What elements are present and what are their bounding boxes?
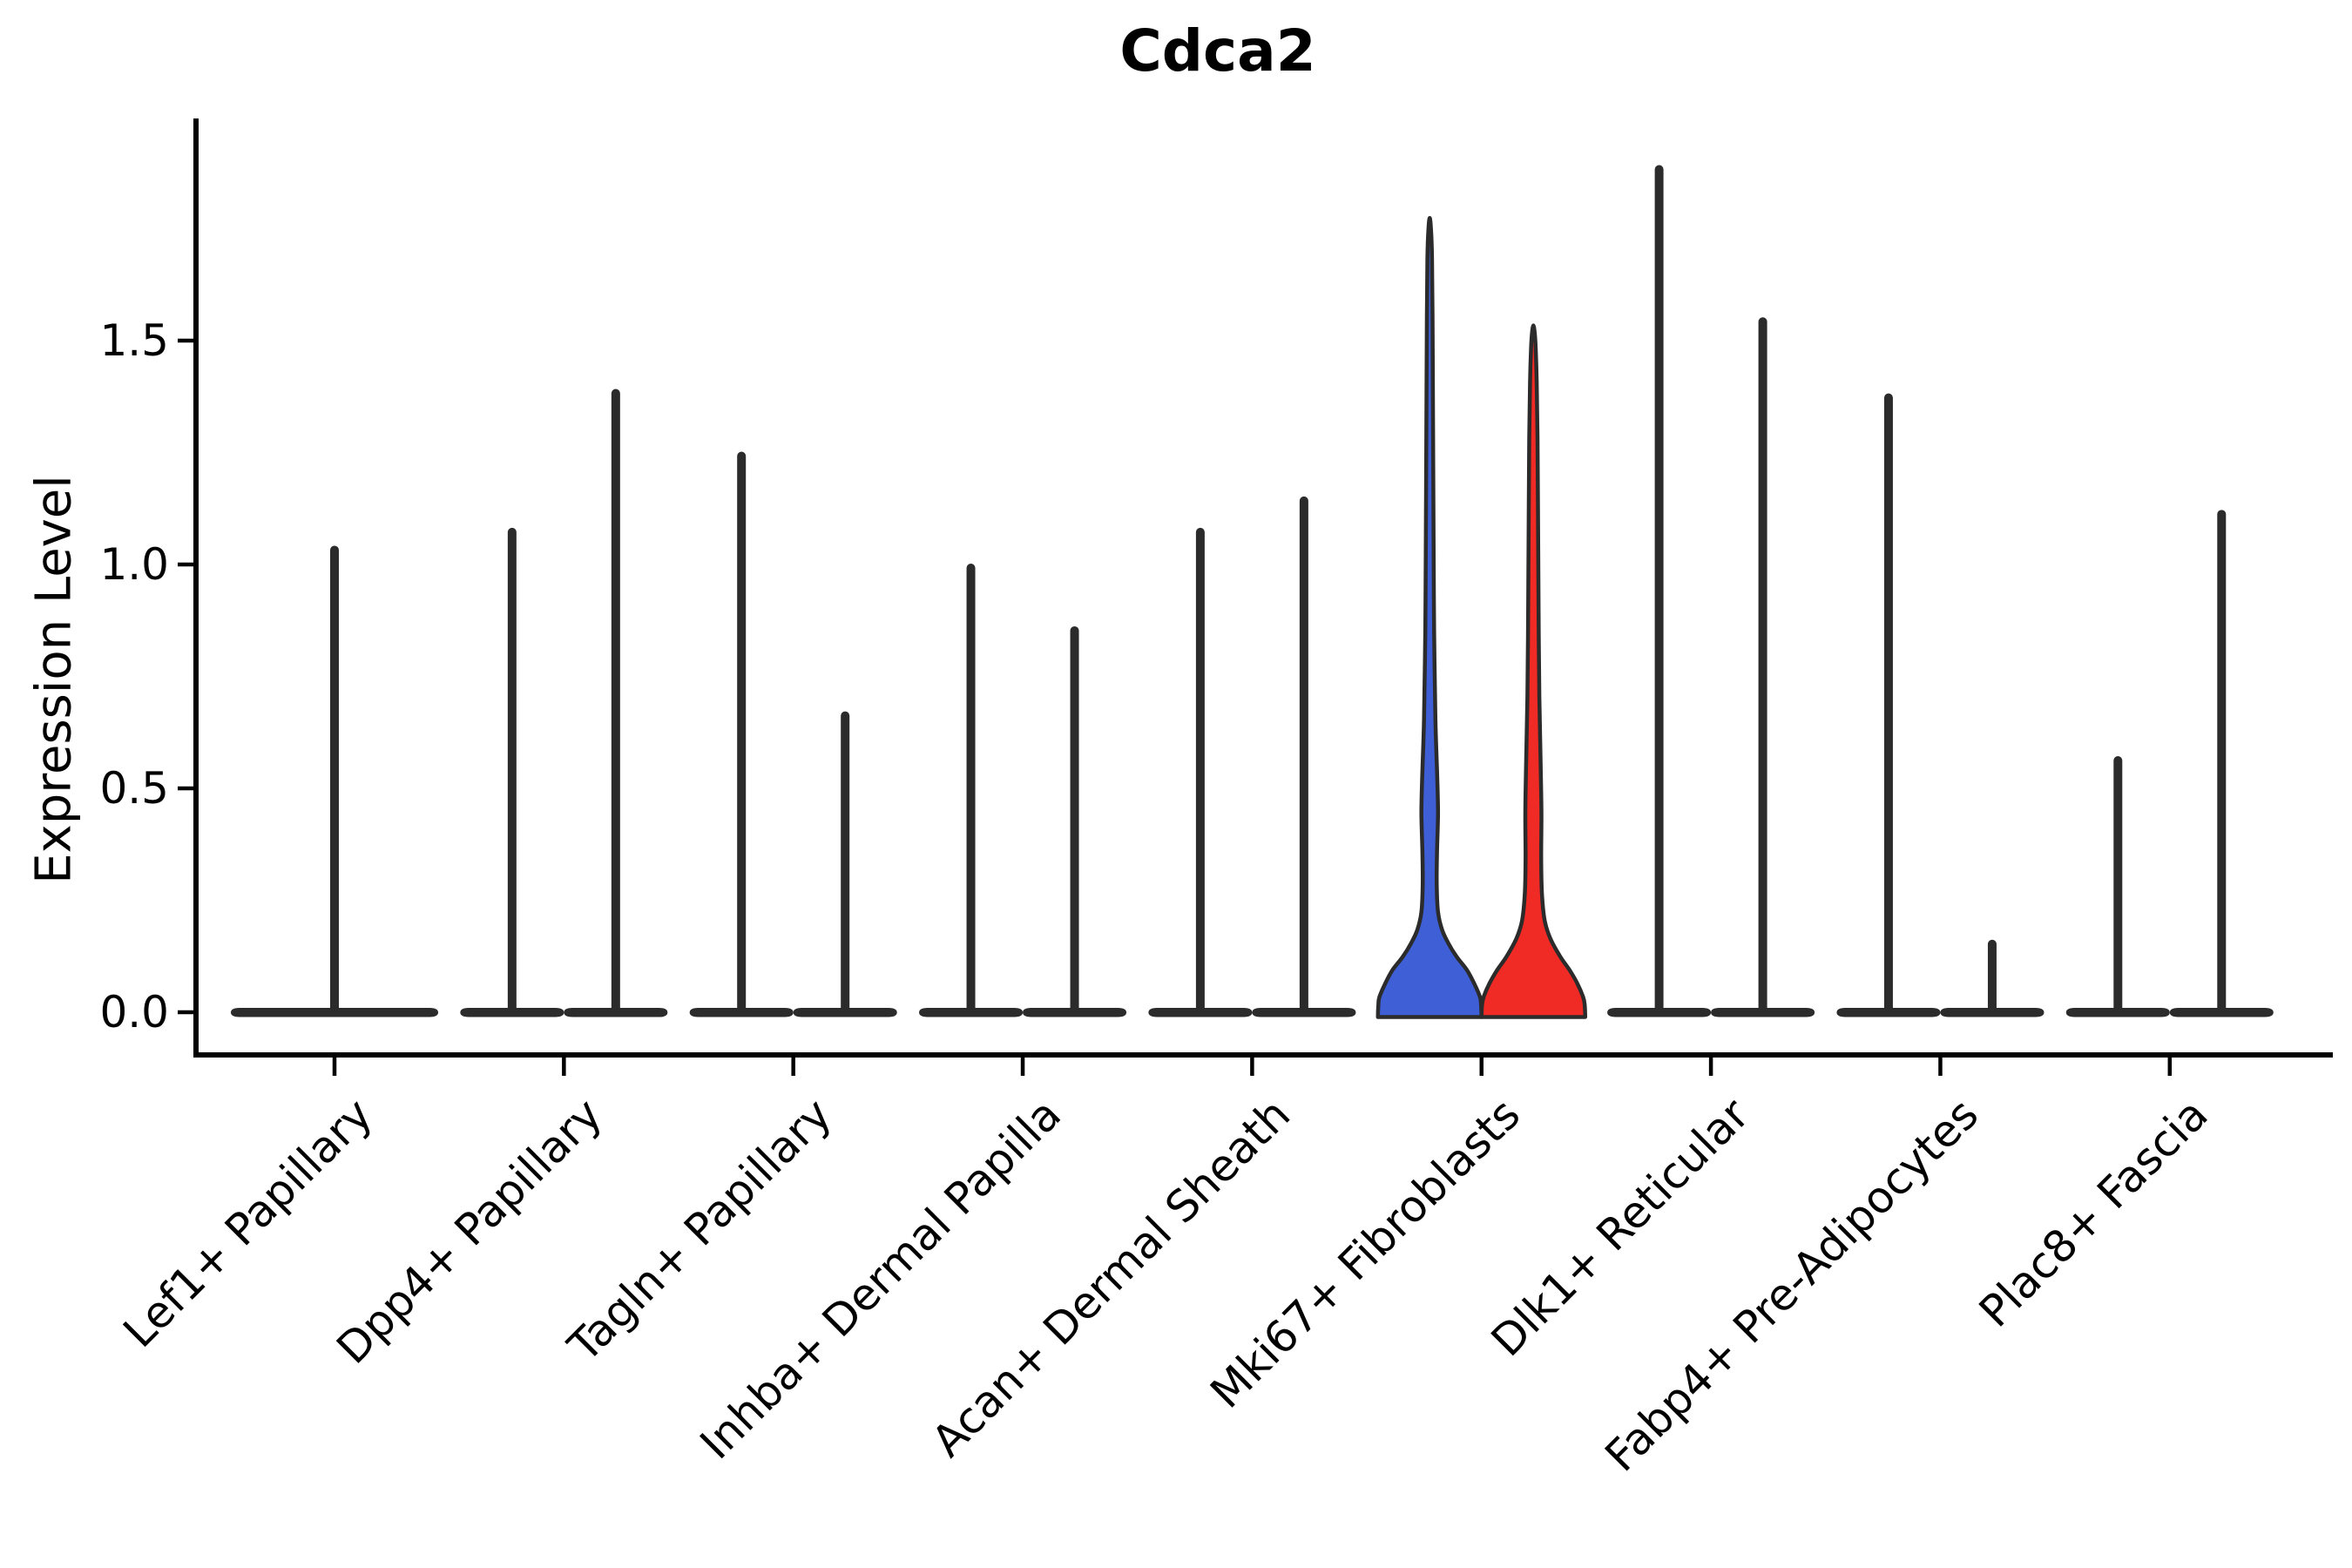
y-axis-label: Expression Level <box>25 475 83 884</box>
plot-title: Cdca2 <box>1119 17 1316 84</box>
violin-body-group1 <box>1375 215 1484 1019</box>
y-tick-label: 0.5 <box>99 763 169 814</box>
y-tick-label: 1.0 <box>99 539 169 590</box>
y-tick-label: 1.5 <box>99 315 169 366</box>
violin-body-group2 <box>1479 323 1588 1019</box>
y-tick-label: 0.0 <box>99 987 169 1037</box>
